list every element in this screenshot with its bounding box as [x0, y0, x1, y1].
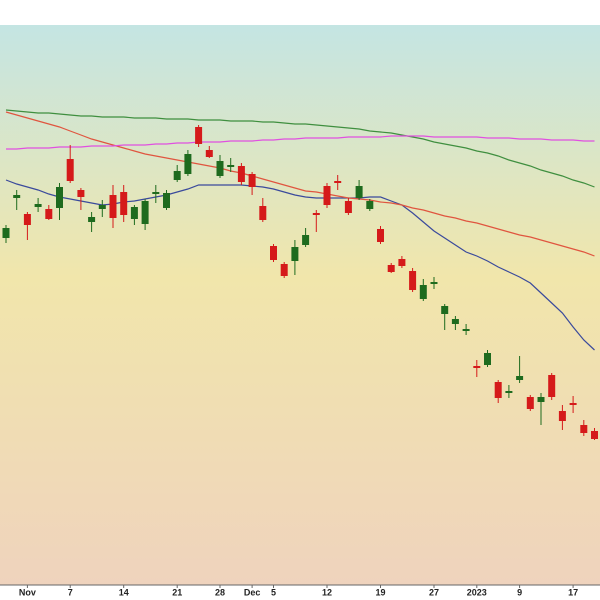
candle-body: [259, 206, 267, 220]
candle-body: [152, 192, 160, 194]
candle-body: [291, 247, 299, 261]
candle-body: [173, 171, 181, 180]
moving-average-line: [6, 135, 595, 150]
candle-body: [591, 431, 598, 439]
candle-body: [77, 190, 85, 197]
candle-body: [56, 187, 63, 208]
x-tick-label: 19: [375, 587, 385, 597]
candle-body: [484, 353, 491, 365]
candle-body: [558, 411, 566, 421]
x-tick-label: 9: [517, 587, 522, 597]
candle-body: [451, 319, 459, 324]
candle-body: [323, 186, 331, 205]
candle-body: [88, 217, 96, 222]
candle-body: [548, 375, 556, 397]
moving-average-line: [5, 111, 595, 257]
candle-body: [23, 214, 31, 225]
candle-body: [270, 246, 277, 260]
candle-body: [377, 229, 384, 242]
candle-body: [163, 193, 170, 208]
candle-body: [494, 382, 502, 398]
candle-body: [205, 150, 213, 157]
candle-body: [387, 265, 395, 272]
x-tick-label: 5: [271, 587, 276, 597]
candle-body: [537, 397, 545, 402]
candle-body: [227, 165, 235, 167]
candle-body: [109, 195, 117, 218]
candle-body: [2, 228, 10, 238]
moving-average-line: [5, 109, 595, 188]
x-tick-label: Dec: [244, 587, 261, 597]
candle-body: [184, 154, 192, 174]
candle-body: [280, 264, 288, 276]
x-tick-label: 2023: [467, 587, 487, 597]
candle-body: [130, 207, 138, 219]
candle-body: [441, 306, 449, 314]
candle-body: [98, 205, 106, 209]
candle-body: [516, 376, 524, 380]
candle-body: [45, 209, 53, 219]
candle-body: [355, 186, 363, 198]
candle-body: [13, 195, 21, 198]
candle-body: [216, 161, 224, 176]
x-tick-label: 17: [568, 587, 578, 597]
moving-average-line: [5, 179, 595, 351]
candle-body: [312, 213, 320, 215]
x-tick-label: 12: [322, 587, 332, 597]
x-tick-label: Nov: [19, 587, 36, 597]
candle-body: [302, 235, 310, 245]
candle-body: [419, 285, 427, 299]
x-tick-label: 28: [215, 587, 225, 597]
candle-body: [195, 127, 203, 144]
candle-body: [334, 181, 342, 183]
candle-body: [462, 329, 470, 331]
x-tick-label: 7: [68, 587, 73, 597]
candle-body: [66, 159, 74, 181]
x-tick-label: 21: [172, 587, 182, 597]
candle-body: [120, 192, 128, 215]
candle-body: [409, 271, 417, 290]
candle-body: [34, 204, 42, 207]
candle-body: [569, 403, 577, 405]
candle-body: [344, 201, 352, 213]
candle-body: [473, 366, 481, 368]
candle-body: [248, 174, 256, 187]
candle-body: [580, 425, 588, 433]
candle-body: [430, 282, 438, 284]
candle-body: [141, 201, 149, 224]
plot-area: [0, 25, 600, 585]
candle-body: [526, 397, 534, 409]
candle-body: [237, 166, 245, 182]
candle-body: [505, 391, 513, 393]
candle-body: [398, 259, 406, 266]
candle-body: [366, 201, 374, 209]
x-tick-label: 14: [119, 587, 129, 597]
x-tick-label: 27: [429, 587, 439, 597]
